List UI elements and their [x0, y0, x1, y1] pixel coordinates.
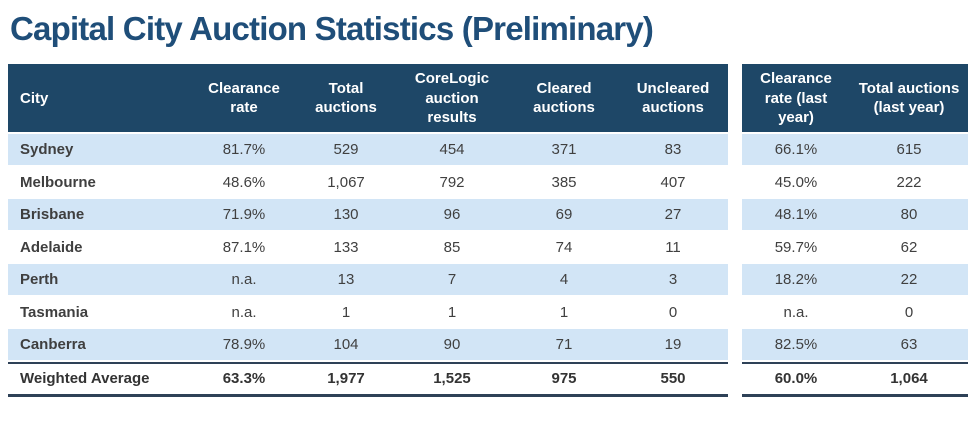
- table-row: Brisbane 71.9% 130 96 69 27: [8, 199, 728, 232]
- weighted-average-row: Weighted Average 63.3% 1,977 1,525 975 550: [8, 361, 728, 397]
- cell-value: 48.6%: [190, 166, 298, 200]
- table-row: 48.1% 80: [742, 199, 968, 232]
- auction-stats-body: Sydney 81.7% 529 454 371 83 Melbourne 48.6% 1,06…: [8, 134, 728, 397]
- col-header-corelogic-auction-results: CoreLogic auction results: [394, 64, 510, 135]
- header-row: City Clearance rate Total auctions CoreL…: [8, 64, 728, 135]
- table-row: Tasmania n.a. 1 1 1 0: [8, 296, 728, 330]
- col-header-clearance-rate: Clearance rate: [190, 64, 298, 135]
- cell-value: 90: [394, 329, 510, 362]
- cell-city: Perth: [8, 264, 190, 297]
- cell-value: 45.0%: [742, 166, 850, 200]
- last-year-header: Clearance rate (last year) Total auction…: [742, 64, 968, 135]
- cell-value: 63: [850, 329, 968, 362]
- cell-value: 85: [394, 231, 510, 265]
- cell-value: 0: [850, 296, 968, 330]
- cell-value: 62: [850, 231, 968, 265]
- cell-value: 63.3%: [190, 361, 298, 397]
- cell-value: 80: [850, 199, 968, 232]
- cell-value: 3: [618, 264, 728, 297]
- cell-value: 792: [394, 166, 510, 200]
- tables-container: City Clearance rate Total auctions CoreL…: [8, 64, 976, 397]
- cell-value: 975: [510, 361, 618, 397]
- col-header-cleared-auctions: Cleared auctions: [510, 64, 618, 135]
- cell-value: 87.1%: [190, 231, 298, 265]
- cell-value: 0: [618, 296, 728, 330]
- cell-value: 27: [618, 199, 728, 232]
- cell-value: 385: [510, 166, 618, 200]
- table-row: 66.1% 615: [742, 134, 968, 167]
- cell-value: 1,525: [394, 361, 510, 397]
- cell-value: n.a.: [190, 264, 298, 297]
- last-year-table: Clearance rate (last year) Total auction…: [742, 64, 968, 397]
- col-header-total-auctions: Total auctions: [298, 64, 394, 135]
- table-row: Perth n.a. 13 7 4 3: [8, 264, 728, 297]
- cell-city: Melbourne: [8, 166, 190, 200]
- page-title: Capital City Auction Statistics (Prelimi…: [10, 10, 654, 47]
- table-row: 18.2% 22: [742, 264, 968, 297]
- col-header-uncleared-auctions: Uncleared auctions: [618, 64, 728, 135]
- table-row: n.a. 0: [742, 296, 968, 330]
- cell-value: 13: [298, 264, 394, 297]
- cell-value: 615: [850, 134, 968, 167]
- cell-value: 1,064: [850, 361, 968, 397]
- table-row: 82.5% 63: [742, 329, 968, 362]
- col-header-city: City: [8, 64, 190, 135]
- cell-value: 11: [618, 231, 728, 265]
- table-row: Canberra 78.9% 104 90 71 19: [8, 329, 728, 362]
- header-row: Clearance rate (last year) Total auction…: [742, 64, 968, 135]
- cell-value: 1: [298, 296, 394, 330]
- cell-value: n.a.: [190, 296, 298, 330]
- cell-value: 104: [298, 329, 394, 362]
- cell-value: 81.7%: [190, 134, 298, 167]
- cell-value: 4: [510, 264, 618, 297]
- cell-value: 71: [510, 329, 618, 362]
- cell-value: 1: [394, 296, 510, 330]
- auction-stats-table: City Clearance rate Total auctions CoreL…: [8, 64, 728, 397]
- cell-value: 1,977: [298, 361, 394, 397]
- col-header-clearance-rate-last-year: Clearance rate (last year): [742, 64, 850, 135]
- cell-city: Canberra: [8, 329, 190, 362]
- table-row: Melbourne 48.6% 1,067 792 385 407: [8, 166, 728, 200]
- cell-value: 82.5%: [742, 329, 850, 362]
- cell-value: 18.2%: [742, 264, 850, 297]
- table-row: Adelaide 87.1% 133 85 74 11: [8, 231, 728, 265]
- cell-value: 371: [510, 134, 618, 167]
- cell-value: 133: [298, 231, 394, 265]
- cell-value: 96: [394, 199, 510, 232]
- last-year-body: 66.1% 615 45.0% 222 48.1% 80 59.7% 62 18.2% 22 n.a…: [742, 134, 968, 397]
- cell-value: n.a.: [742, 296, 850, 330]
- cell-value: 66.1%: [742, 134, 850, 167]
- cell-city: Brisbane: [8, 199, 190, 232]
- cell-value: 48.1%: [742, 199, 850, 232]
- cell-value: 78.9%: [190, 329, 298, 362]
- auction-stats-header: City Clearance rate Total auctions CoreL…: [8, 64, 728, 135]
- cell-city: Sydney: [8, 134, 190, 167]
- cell-value: 59.7%: [742, 231, 850, 265]
- cell-value: 1: [510, 296, 618, 330]
- cell-value: 1,067: [298, 166, 394, 200]
- weighted-average-row: 60.0% 1,064: [742, 361, 968, 397]
- cell-value: 60.0%: [742, 361, 850, 397]
- cell-value: 130: [298, 199, 394, 232]
- cell-value: 222: [850, 166, 968, 200]
- table-row: Sydney 81.7% 529 454 371 83: [8, 134, 728, 167]
- table-row: 45.0% 222: [742, 166, 968, 200]
- cell-value: 22: [850, 264, 968, 297]
- cell-city: Weighted Average: [8, 361, 190, 397]
- cell-value: 7: [394, 264, 510, 297]
- cell-value: 407: [618, 166, 728, 200]
- cell-value: 529: [298, 134, 394, 167]
- cell-value: 454: [394, 134, 510, 167]
- cell-value: 19: [618, 329, 728, 362]
- cell-value: 71.9%: [190, 199, 298, 232]
- cell-value: 74: [510, 231, 618, 265]
- cell-value: 550: [618, 361, 728, 397]
- cell-value: 83: [618, 134, 728, 167]
- cell-value: 69: [510, 199, 618, 232]
- table-row: 59.7% 62: [742, 231, 968, 265]
- cell-city: Adelaide: [8, 231, 190, 265]
- col-header-total-auctions-last-year: Total auctions (last year): [850, 64, 968, 135]
- cell-city: Tasmania: [8, 296, 190, 330]
